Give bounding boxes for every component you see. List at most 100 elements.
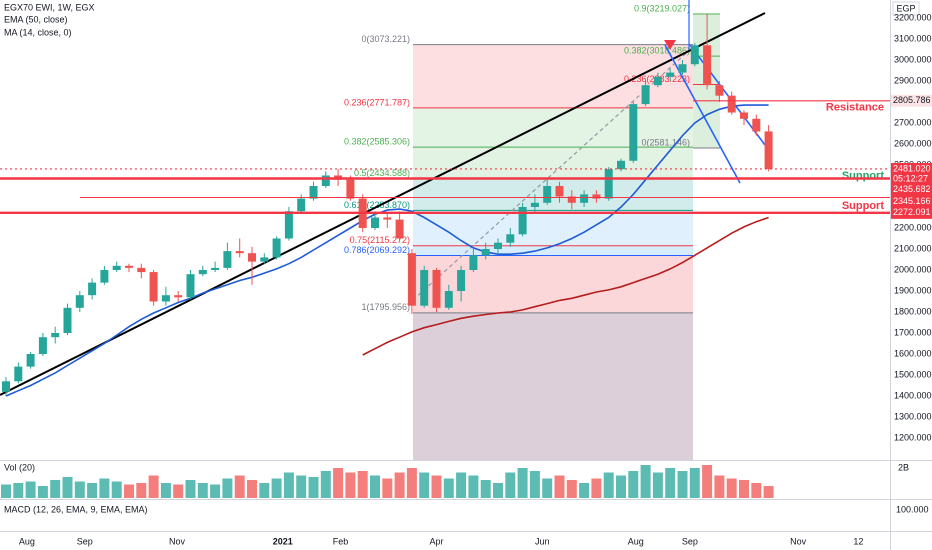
fib-zone: [413, 312, 693, 460]
volume-bar: [210, 484, 221, 498]
volume-bar: [640, 465, 651, 498]
indicator-label: EMA (50, close): [4, 14, 68, 24]
candle-body: [248, 253, 256, 262]
volume-bar: [148, 475, 159, 498]
y-tick-label: 1800.000: [894, 306, 932, 316]
annotation: Resistance: [826, 102, 884, 114]
candle-body: [555, 185, 564, 197]
volume-bar: [443, 478, 454, 498]
candle-body: [580, 194, 589, 203]
candle-body: [223, 251, 232, 268]
candle-body: [63, 307, 72, 333]
x-tick-label: Feb: [333, 536, 349, 546]
macd-label: MACD (12, 26, EMA, 9, EMA, EMA): [4, 504, 148, 514]
annotation: Support: [842, 200, 884, 212]
volume-bar: [296, 475, 307, 498]
black-trendline: [0, 12, 766, 396]
candle-body: [629, 104, 638, 161]
y-tick-label: 1300.000: [894, 411, 932, 421]
candle-body: [690, 45, 699, 65]
candle-body: [186, 274, 195, 298]
candle-body: [383, 217, 392, 220]
fib-label: 0(3073.221): [361, 34, 410, 44]
volume-bar: [370, 475, 380, 498]
volume-bar: [99, 478, 110, 498]
x-tick-label: Aug: [19, 536, 35, 546]
volume-bar: [406, 468, 417, 498]
price-label-bg: [891, 94, 932, 107]
volume-bar: [13, 483, 24, 498]
candle-body: [75, 295, 84, 308]
candle-body: [666, 72, 675, 77]
volume-bar: [136, 483, 147, 498]
volume-bar: [702, 465, 713, 498]
candle-body: [506, 234, 515, 243]
blue-trendline: [664, 44, 741, 184]
candle-body: [137, 267, 146, 273]
volume-bar: [616, 475, 626, 498]
fib-label: 0(2581.146): [641, 137, 690, 147]
candle-body: [764, 131, 773, 169]
y-tick-label: 2900.000: [894, 75, 932, 85]
candle-body: [260, 257, 269, 262]
candle-body: [752, 118, 761, 132]
fib-label: 1(1795.956): [361, 302, 410, 312]
volume-bar: [197, 483, 208, 498]
y-tick-label: 1900.000: [894, 285, 932, 295]
volume-bar: [259, 483, 270, 498]
volume-bar: [714, 475, 725, 498]
currency: EGP: [896, 3, 915, 13]
volume-bar: [529, 471, 540, 498]
volume-bar: [382, 478, 393, 498]
candle-body: [14, 366, 23, 382]
volume-bar: [751, 483, 762, 498]
candle-body: [469, 255, 478, 270]
candle-body: [592, 194, 601, 199]
price-label: 2481.020: [893, 163, 931, 173]
candle-body: [51, 332, 60, 338]
candle-body: [149, 272, 158, 302]
annotation: Support: [842, 170, 884, 182]
y-tick-label: 3200.000: [894, 12, 932, 22]
candle-body: [481, 248, 490, 256]
volume-bar: [579, 483, 590, 498]
volume-tick: 2B: [898, 462, 909, 472]
currency-box: [892, 1, 920, 16]
fib-label: 0.9(3219.027): [634, 3, 690, 13]
x-tick-label: Jun: [535, 536, 550, 546]
volume-bar: [493, 483, 503, 498]
candle-body: [494, 242, 502, 249]
candle-body: [174, 295, 183, 298]
volume-bar: [234, 475, 245, 498]
volume-bar: [739, 480, 749, 498]
down-arrow: [664, 40, 676, 50]
candle-body: [567, 196, 576, 203]
price-label: 2272.091: [893, 207, 931, 217]
y-tick-label: 1500.000: [894, 369, 932, 379]
x-tick-label: 12: [853, 536, 863, 546]
candle-body: [444, 290, 453, 308]
candle-body: [518, 206, 527, 235]
volume-bar: [652, 472, 663, 498]
candle-body: [543, 185, 552, 203]
candle-body: [2, 381, 10, 392]
volume-bar: [419, 472, 430, 498]
candle-body: [457, 269, 466, 291]
volume-bar: [542, 478, 553, 498]
volume-bar: [456, 472, 467, 498]
price-label-bg: [891, 206, 932, 219]
candle-body: [530, 202, 539, 207]
y-tick-label: 1400.000: [894, 390, 932, 400]
volume-bar: [689, 468, 700, 498]
fib-label: 0.618(2283.870): [344, 200, 410, 210]
candle-body: [715, 85, 724, 96]
candle-body: [88, 282, 97, 296]
candle-body: [38, 337, 47, 354]
candle-body: [395, 219, 404, 239]
y-tick-label: 2600.000: [894, 138, 932, 148]
volume-bar: [677, 471, 688, 498]
fib-label: 0.382(2585.306): [344, 136, 410, 146]
y-tick-label: 3000.000: [894, 54, 932, 64]
candle-body: [420, 269, 429, 306]
